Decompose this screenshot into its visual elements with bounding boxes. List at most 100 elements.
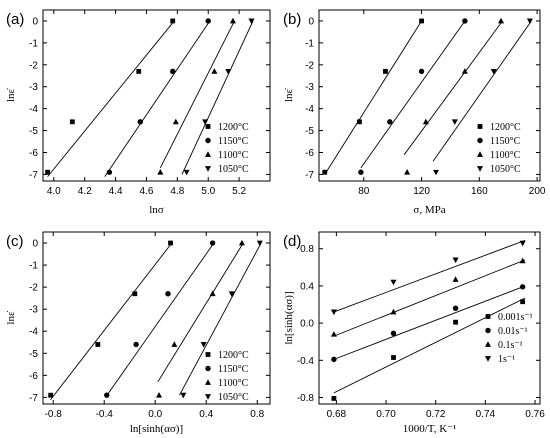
data-point: [69, 119, 75, 125]
x-tick-label: 4.6: [140, 186, 154, 197]
plot-frame: [318, 9, 541, 182]
x-tick-label: -0.4: [96, 409, 114, 420]
data-point: [180, 392, 187, 399]
x-tick-label: 0.72: [426, 409, 446, 420]
legend-marker: [485, 341, 491, 347]
data-point: [418, 68, 425, 75]
x-tick-label: 0.68: [327, 409, 347, 420]
legend-label: 0.1s⁻¹: [498, 340, 523, 351]
series-1: [104, 18, 211, 177]
x-axis-label: ln[sinh(ασ)]: [130, 423, 183, 435]
data-point: [209, 240, 216, 246]
y-tick-label: 0.4: [300, 281, 314, 292]
legend-marker: [205, 137, 211, 144]
series-2: [157, 17, 236, 175]
data-point: [165, 291, 171, 297]
y-tick-label: -2: [29, 60, 38, 71]
data-point: [433, 169, 439, 176]
y-axis-label: ln[sinh(ασ)]: [283, 291, 295, 344]
data-point: [422, 118, 429, 125]
y-tick-label: -7: [305, 170, 314, 181]
y-tick-label: 0.0: [300, 319, 314, 330]
data-point: [330, 331, 337, 337]
y-tick-label: 0: [32, 16, 38, 27]
data-point: [209, 290, 216, 297]
y-tick-label: 0: [308, 16, 314, 27]
y-tick-label: -3: [305, 82, 314, 93]
data-point: [322, 169, 328, 175]
x-tick-label: 0.76: [525, 409, 545, 420]
fit-line: [50, 242, 173, 400]
panel-label: (a): [6, 11, 24, 28]
y-tick-label: -0.4: [297, 356, 315, 367]
y-tick-label: -3: [29, 82, 38, 93]
x-tick-label: 4.0: [47, 186, 61, 197]
y-tick-label: -4: [305, 104, 314, 115]
data-point: [205, 18, 211, 24]
x-tick-label: -0.8: [45, 409, 63, 420]
panel-a: (a) 4.0 4.2 4.4 4.6 4.8 5.0 5.2 0 -1 -2 -3 -4 -5 -6 -7 l…: [5, 9, 271, 216]
legend-marker: [485, 314, 491, 319]
legend-label: 1050°C: [218, 392, 249, 403]
data-point: [526, 18, 533, 25]
data-point: [238, 239, 245, 246]
data-point: [202, 119, 209, 126]
series-2: [156, 239, 245, 398]
data-point: [183, 169, 190, 176]
data-point: [391, 355, 396, 360]
data-point: [452, 305, 459, 311]
x-tick-label: 4.8: [170, 186, 184, 197]
legend-marker: [205, 151, 211, 157]
legend-label: 1150°C: [490, 136, 521, 147]
data-point: [404, 169, 411, 175]
x-axis-label: σ, MPa: [413, 204, 445, 216]
fit-line: [324, 20, 422, 175]
data-point: [520, 299, 526, 305]
data-point: [132, 291, 138, 297]
legend-marker: [485, 327, 491, 334]
fit-line: [159, 20, 235, 169]
data-point: [229, 17, 236, 24]
x-tick-label: 120: [413, 186, 430, 197]
data-point: [358, 169, 364, 175]
series-3: [330, 239, 526, 316]
data-point: [225, 68, 232, 75]
data-point: [171, 341, 178, 347]
fit-line: [360, 20, 466, 169]
series-1: [358, 18, 468, 175]
data-point: [390, 279, 397, 286]
data-point: [419, 18, 424, 24]
legend-marker: [205, 124, 211, 129]
data-point: [390, 330, 397, 337]
fit-line: [432, 20, 532, 162]
y-tick-label: -6: [305, 148, 314, 159]
legend-label: 1100°C: [218, 378, 249, 389]
data-point: [157, 169, 164, 175]
series-2: [330, 257, 526, 337]
y-axis-label: lnε̇: [283, 88, 295, 102]
panel-label: (c): [6, 233, 24, 250]
legend-label: 1200°C: [218, 350, 249, 361]
data-point: [453, 319, 458, 325]
legend-marker: [485, 356, 491, 362]
panel-label: (b): [283, 11, 301, 28]
legend-label: 1150°C: [218, 364, 249, 375]
data-point: [461, 68, 468, 74]
series-0: [48, 240, 173, 400]
data-point: [330, 309, 337, 316]
legend-label: 1200°C: [490, 122, 521, 133]
fit-line: [333, 297, 526, 394]
y-axis-label: lnε̇: [5, 88, 17, 102]
data-point: [390, 308, 397, 315]
data-point: [331, 356, 337, 363]
x-tick-label: 5.2: [232, 186, 246, 197]
fit-line: [157, 242, 244, 383]
legend-label: 0.001s⁻¹: [498, 312, 533, 323]
series-0: [331, 297, 526, 401]
plot-frame: [42, 231, 271, 405]
legend-label: 1050°C: [218, 164, 249, 175]
x-tick-label: 0.0: [148, 409, 162, 420]
fit-line: [181, 20, 254, 175]
x-tick-label: 200: [529, 186, 546, 197]
